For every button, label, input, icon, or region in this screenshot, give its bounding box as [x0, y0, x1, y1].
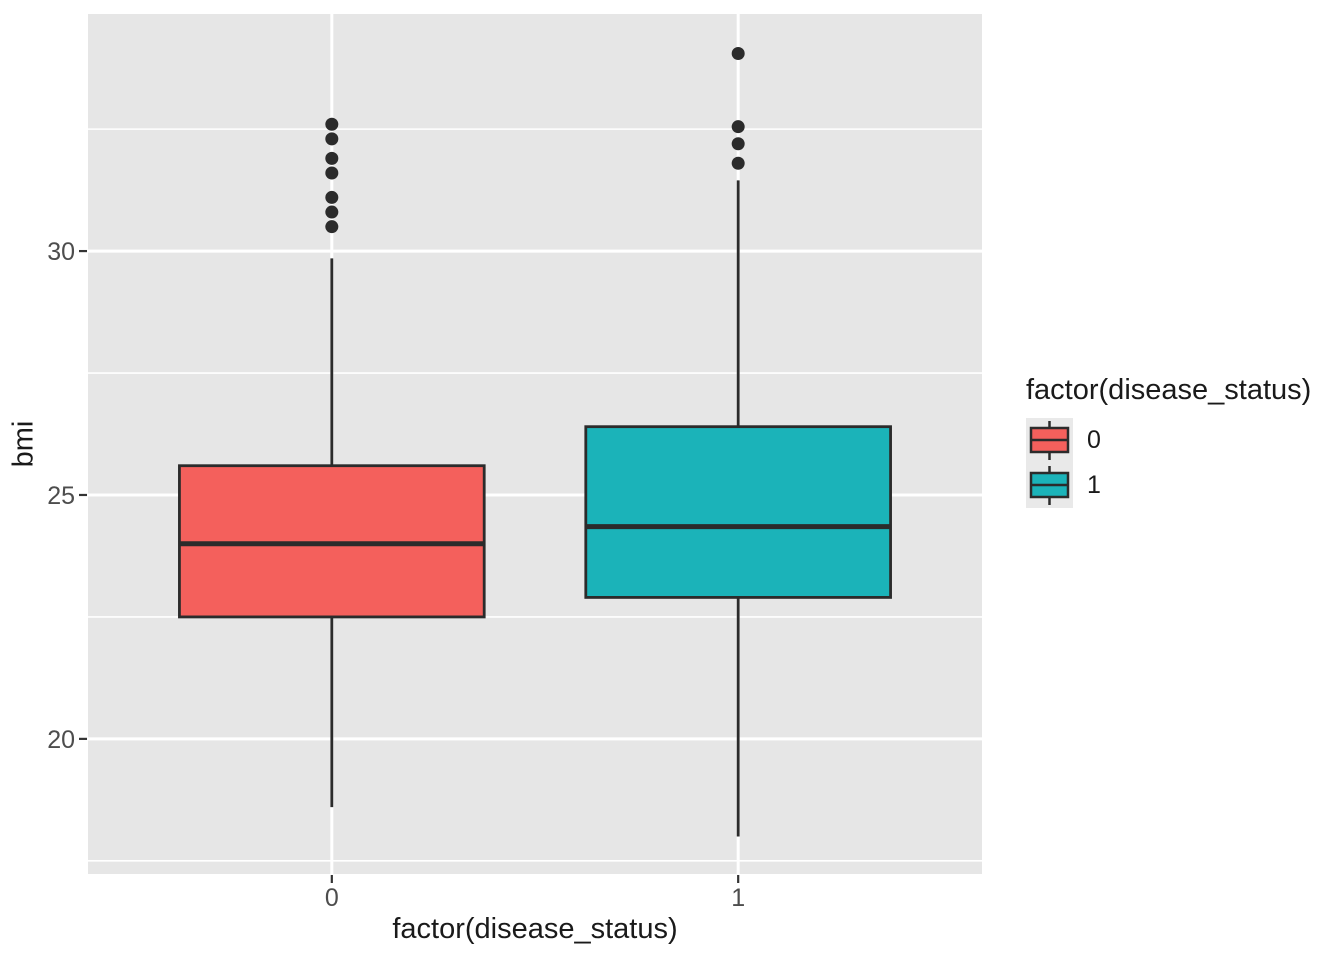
x-tick-label: 0 [325, 884, 339, 912]
outlier-point [325, 205, 339, 219]
legend-key-boxplot-icon [1026, 463, 1073, 508]
legend-entry-0: 0 [1026, 418, 1311, 463]
x-axis-title: factor(disease_status) [392, 913, 678, 945]
box-series-1 [584, 47, 892, 837]
outlier-point [731, 120, 745, 134]
y-tick-label: 30 [47, 238, 75, 266]
legend-entry-1: 1 [1026, 463, 1311, 508]
legend-key-boxplot-icon [1026, 418, 1073, 463]
box [584, 425, 892, 599]
x-tick-label: 1 [731, 884, 745, 912]
outlier-point [325, 220, 339, 234]
legend-entry-label: 0 [1087, 426, 1101, 454]
outlier-point [325, 190, 339, 204]
outlier-point [731, 137, 745, 151]
tick-labels: 20 25 30 0 1 [47, 238, 745, 912]
outlier-point [325, 132, 339, 146]
outlier-point [731, 47, 745, 61]
outlier-point [325, 117, 339, 131]
box-series-0 [178, 117, 486, 808]
outlier-point [731, 156, 745, 170]
legend-entry-label: 1 [1087, 471, 1101, 499]
legend-title: factor(disease_status) [1026, 374, 1312, 406]
outlier-point [325, 151, 339, 165]
y-tick-label: 25 [47, 482, 75, 510]
y-tick-label: 20 [47, 726, 75, 754]
axis-ticks [79, 249, 740, 883]
outlier-point [325, 166, 339, 180]
y-axis-title: bmi [7, 420, 40, 468]
